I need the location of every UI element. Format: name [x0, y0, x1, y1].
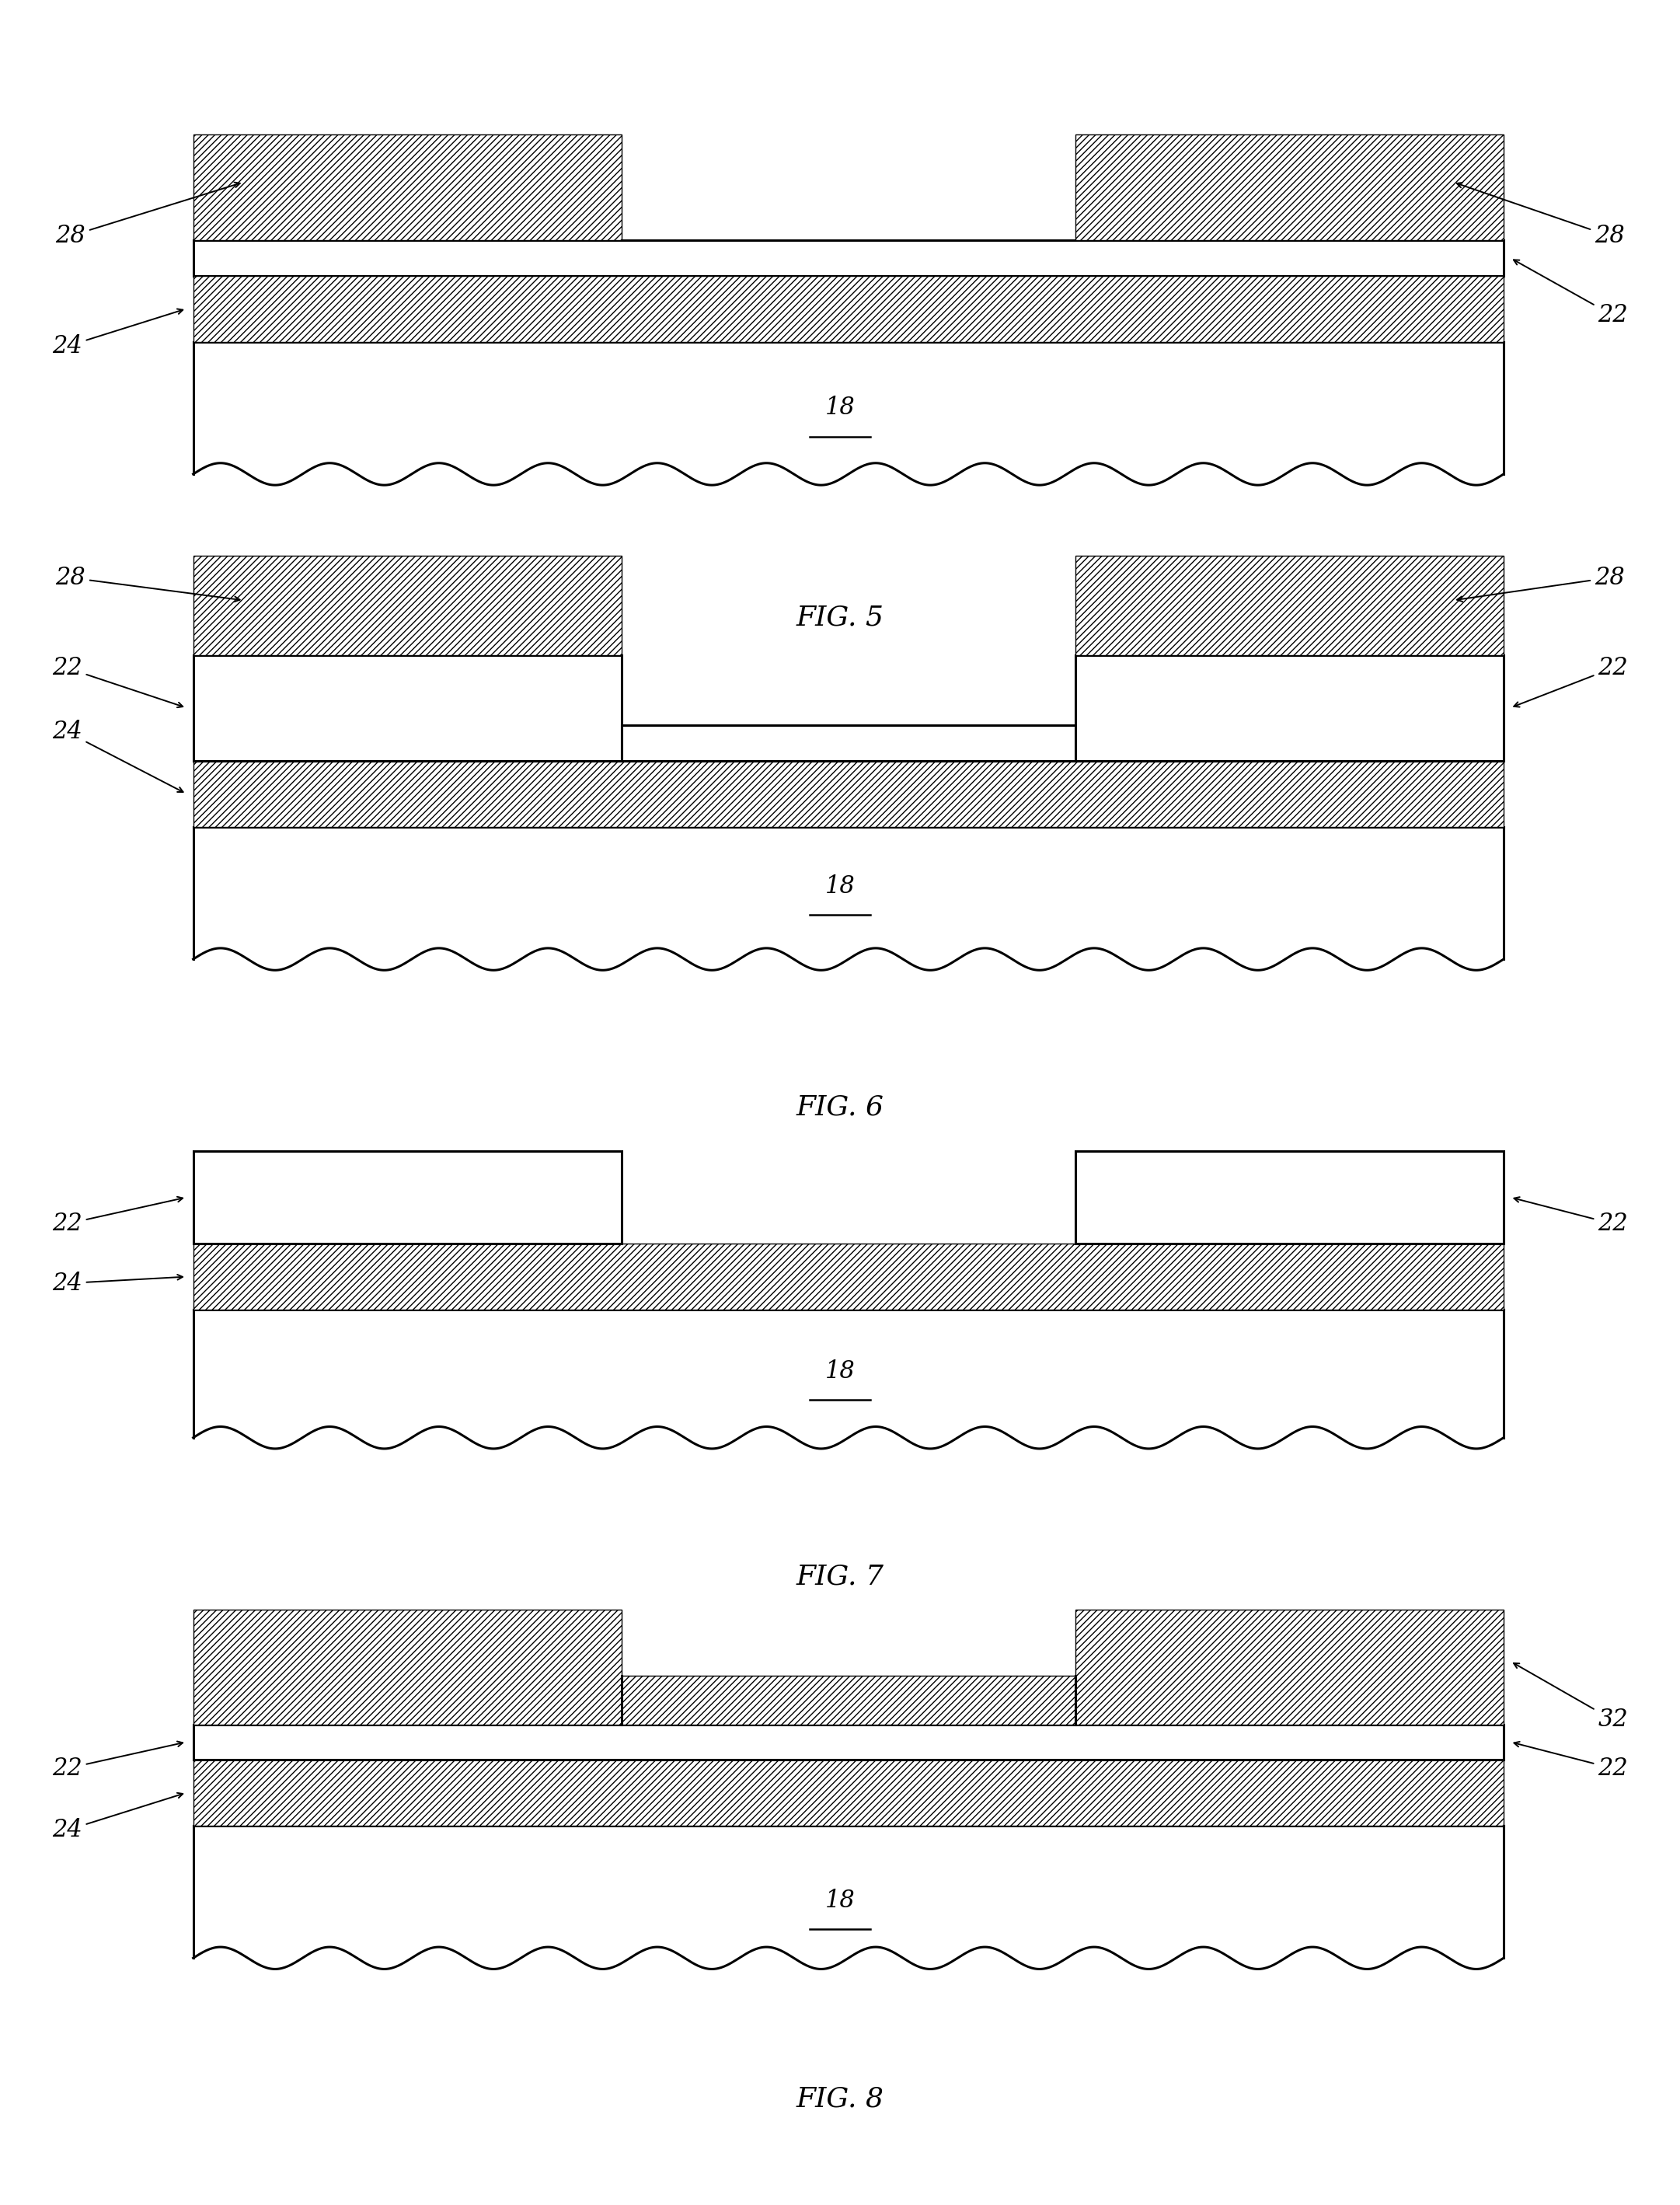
Text: 28: 28 — [1457, 183, 1625, 247]
Text: 24: 24 — [52, 1793, 183, 1841]
Text: 22: 22 — [1514, 260, 1628, 326]
Bar — [193, 1244, 1504, 1310]
Text: FIG. 8: FIG. 8 — [796, 2086, 884, 2112]
Bar — [1075, 1610, 1504, 1724]
Text: 22: 22 — [52, 1742, 183, 1779]
Text: FIG. 5: FIG. 5 — [796, 604, 884, 631]
Text: 24: 24 — [52, 309, 183, 357]
Bar — [193, 240, 1504, 276]
Text: 28: 28 — [55, 183, 240, 247]
Text: 28: 28 — [55, 567, 240, 602]
Bar — [193, 556, 622, 655]
Bar — [1075, 135, 1504, 240]
Text: 22: 22 — [52, 1197, 183, 1235]
Text: 28: 28 — [1457, 567, 1625, 602]
Text: 22: 22 — [1514, 1197, 1628, 1235]
Bar — [193, 1724, 1504, 1760]
Bar — [622, 1676, 1075, 1724]
Text: 24: 24 — [52, 721, 183, 792]
Bar — [622, 725, 1075, 761]
Bar — [193, 1151, 622, 1244]
Text: 18: 18 — [825, 397, 855, 419]
Text: FIG. 6: FIG. 6 — [796, 1094, 884, 1120]
Text: 22: 22 — [52, 657, 183, 708]
Text: 22: 22 — [1514, 657, 1628, 708]
Bar — [193, 276, 1504, 342]
Text: 18: 18 — [825, 1890, 855, 1912]
Bar — [1075, 1151, 1504, 1244]
Text: 24: 24 — [52, 1272, 183, 1294]
Bar — [193, 761, 1504, 827]
Bar — [193, 655, 622, 761]
Bar — [193, 135, 622, 240]
Text: 32: 32 — [1514, 1663, 1628, 1731]
Bar — [1075, 655, 1504, 761]
Text: 18: 18 — [825, 1360, 855, 1383]
Bar — [1075, 556, 1504, 655]
Text: 18: 18 — [825, 875, 855, 897]
Bar — [193, 1610, 622, 1724]
Bar — [193, 1760, 1504, 1826]
Text: 22: 22 — [1514, 1742, 1628, 1779]
Text: FIG. 7: FIG. 7 — [796, 1563, 884, 1590]
